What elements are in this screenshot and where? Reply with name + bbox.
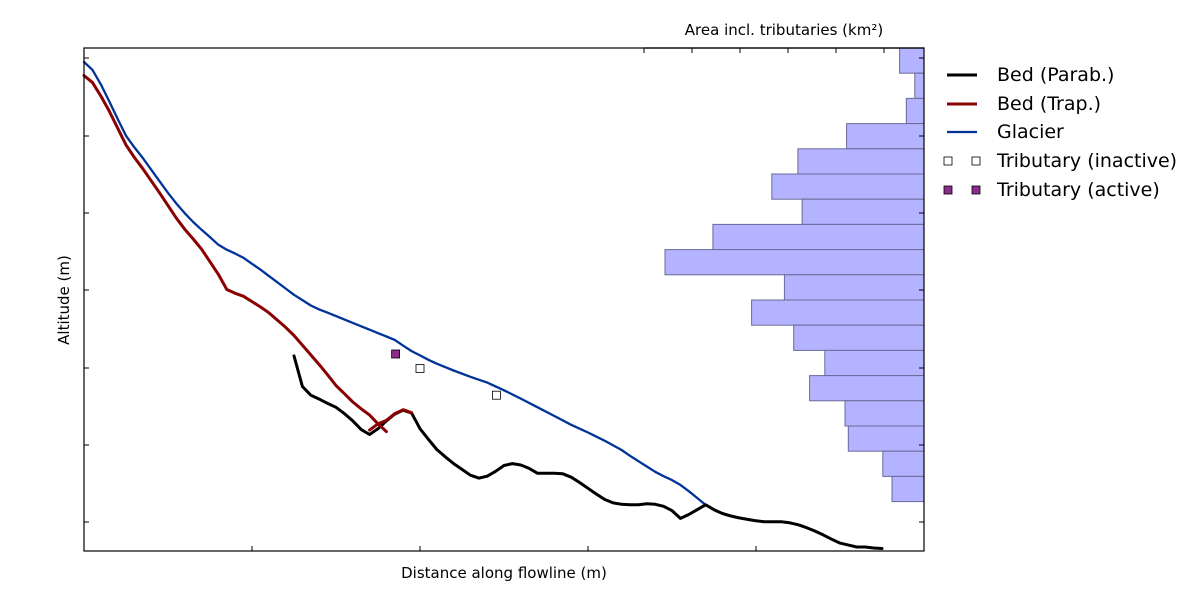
area-bar bbox=[882, 450, 925, 477]
area-histogram-bars bbox=[664, 47, 925, 503]
area-bar bbox=[801, 198, 925, 225]
axis-ticks bbox=[84, 47, 924, 551]
series-layer bbox=[82, 60, 884, 550]
area-bar bbox=[809, 375, 925, 402]
tributary-inactive-marker bbox=[491, 390, 501, 400]
area-bar bbox=[771, 173, 925, 200]
area-bar bbox=[914, 72, 925, 99]
legend: Bed (Parab.) Bed (Trap.) Glacier Tributa… bbox=[943, 64, 1177, 201]
area-bar bbox=[846, 123, 925, 150]
area-bar bbox=[712, 223, 925, 251]
plot-frame bbox=[83, 47, 925, 552]
tributary-active-marker bbox=[391, 349, 401, 359]
legend-marker-active-1 bbox=[943, 185, 953, 195]
x-axis-label: Distance along flowline (m) bbox=[401, 564, 607, 582]
area-bar bbox=[664, 249, 925, 276]
area-bar bbox=[797, 148, 925, 175]
legend-label-bed-trapezoid: Bed (Trap.) bbox=[997, 93, 1101, 115]
marker-layer bbox=[391, 349, 501, 400]
area-bar bbox=[899, 47, 925, 74]
area-bar bbox=[844, 400, 925, 427]
area-bar bbox=[783, 274, 925, 301]
legend-marker-inactive-1 bbox=[943, 156, 953, 166]
y-axis-label: Altitude (m) bbox=[55, 255, 73, 345]
area-bar bbox=[891, 475, 925, 503]
area-bar bbox=[793, 324, 925, 351]
bed-trapezoid-line bbox=[368, 408, 414, 432]
legend-marker-inactive-2 bbox=[971, 156, 981, 166]
legend-label-bed-parabolic: Bed (Parab.) bbox=[997, 64, 1114, 86]
area-bar bbox=[751, 299, 925, 326]
bed-parabolic-line bbox=[292, 354, 884, 550]
histogram-axis-label: Area incl. tributaries (km²) bbox=[685, 21, 883, 39]
legend-marker-active-2 bbox=[971, 185, 981, 195]
bed-trapezoid-line bbox=[82, 74, 388, 434]
legend-label-tributary-inactive: Tributary (inactive) bbox=[996, 150, 1177, 172]
legend-label-tributary-active: Tributary (active) bbox=[996, 179, 1160, 201]
area-bar bbox=[847, 425, 925, 452]
tributary-inactive-marker bbox=[415, 364, 425, 373]
glacier-line bbox=[82, 60, 706, 506]
legend-label-glacier: Glacier bbox=[997, 121, 1064, 143]
area-bar bbox=[824, 349, 925, 377]
area-bar bbox=[905, 97, 925, 125]
